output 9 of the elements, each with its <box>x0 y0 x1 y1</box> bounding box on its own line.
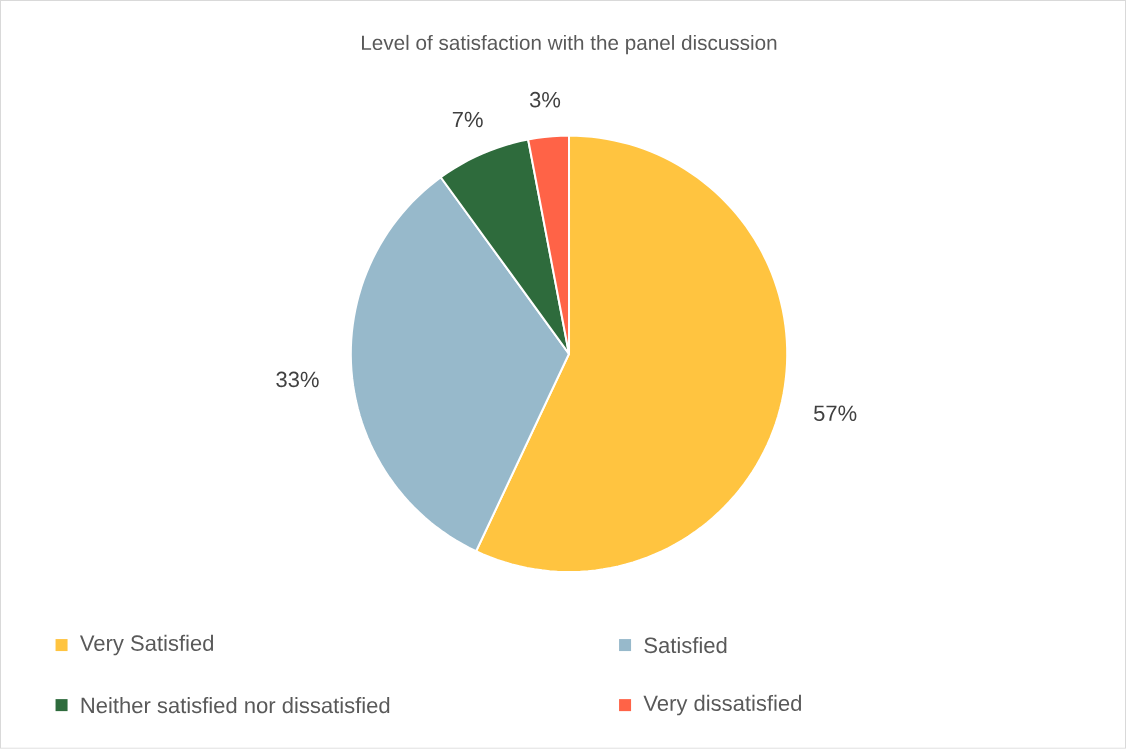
legend-label: Very Satisfied <box>79 634 214 656</box>
data-label: 33% <box>276 371 319 388</box>
legend-label: Very dissatisfied <box>643 695 801 716</box>
legend-label: Satisfied <box>644 637 727 654</box>
legend-label: Neither satisfied nor dissatisfied <box>81 697 390 714</box>
chart-title: Level of satisfaction with the panel discussion <box>362 35 777 55</box>
data-label: 7% <box>452 111 483 128</box>
data-label: 3% <box>529 92 561 108</box>
data-label: 57% <box>813 405 857 422</box>
